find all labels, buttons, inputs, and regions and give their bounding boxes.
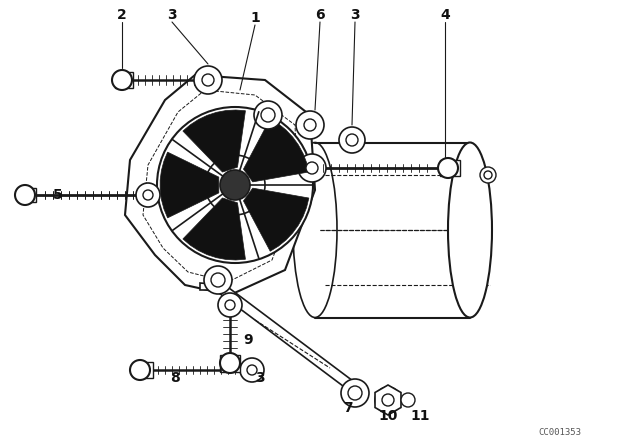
Circle shape [204,266,232,294]
Text: 10: 10 [378,409,397,423]
Circle shape [296,111,324,139]
Polygon shape [160,152,219,218]
Text: 3: 3 [167,8,177,22]
Circle shape [298,154,326,182]
Ellipse shape [293,142,337,318]
Circle shape [112,70,132,90]
Circle shape [254,101,282,129]
Circle shape [438,158,458,178]
Polygon shape [243,188,309,251]
Text: 4: 4 [440,8,450,22]
Text: 11: 11 [410,409,429,423]
Circle shape [346,134,358,146]
Circle shape [348,386,362,400]
Polygon shape [375,385,401,415]
Circle shape [157,107,313,263]
Ellipse shape [448,142,492,318]
Polygon shape [18,188,36,202]
Text: 6: 6 [315,8,325,22]
Circle shape [205,155,265,215]
Circle shape [130,360,150,380]
Circle shape [225,300,235,310]
Text: 1: 1 [250,11,260,25]
Circle shape [143,190,153,200]
Polygon shape [183,198,245,260]
Circle shape [211,273,225,287]
Circle shape [220,170,250,200]
Circle shape [240,358,264,382]
Circle shape [220,353,240,373]
Circle shape [202,74,214,86]
Circle shape [339,127,365,153]
Circle shape [480,167,496,183]
Polygon shape [243,119,309,182]
Circle shape [194,66,222,94]
Circle shape [341,379,369,407]
Circle shape [247,365,257,375]
Text: 3: 3 [255,371,265,385]
Text: 7: 7 [343,401,353,415]
Circle shape [304,119,316,131]
Text: 2: 2 [117,8,127,22]
Text: 8: 8 [170,371,180,385]
Circle shape [375,387,401,413]
Polygon shape [125,75,315,295]
Circle shape [484,171,492,179]
Text: 3: 3 [350,8,360,22]
Polygon shape [135,362,153,378]
Polygon shape [183,110,245,172]
Circle shape [136,183,160,207]
Polygon shape [200,283,365,395]
Text: 9: 9 [243,333,253,347]
Circle shape [382,394,394,406]
Circle shape [15,185,35,205]
Polygon shape [440,160,460,176]
Circle shape [401,393,415,407]
Circle shape [261,108,275,122]
Polygon shape [115,72,133,88]
Circle shape [306,162,318,174]
Circle shape [218,293,242,317]
Polygon shape [220,355,240,372]
Text: 5: 5 [53,188,63,202]
Text: CC001353: CC001353 [538,427,582,436]
